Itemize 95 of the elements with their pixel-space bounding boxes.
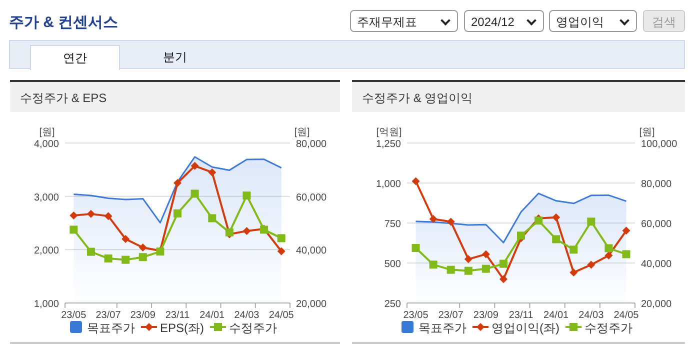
x-tick-label: 23/09 — [473, 310, 499, 321]
point — [482, 264, 490, 273]
y2-tick-label: 100,000 — [641, 139, 678, 150]
y-tick-label: 1,000 — [376, 179, 402, 190]
text: 주가 & 컨센서스 — [9, 13, 118, 32]
x-tick-label: 24/01 — [200, 310, 226, 321]
y2-tick-label: 20,000 — [641, 299, 672, 310]
text: 분기 — [162, 49, 188, 66]
point — [86, 210, 95, 218]
x-tick-label: 24/01 — [544, 310, 570, 321]
point — [70, 226, 78, 234]
legend-label: 영업이익(좌) — [492, 321, 560, 335]
y2-axis-title: [원] — [294, 127, 310, 138]
legend-label: 목표주가 — [86, 321, 135, 335]
y-axis-title: [원] — [39, 127, 55, 138]
point — [412, 244, 420, 252]
x-tick-label: 24/05 — [614, 310, 640, 321]
point — [104, 212, 112, 220]
y2-tick-label: 80,000 — [641, 179, 672, 190]
y-tick-label: 4,000 — [34, 139, 60, 150]
point — [587, 260, 596, 269]
point — [570, 246, 578, 254]
point — [604, 244, 613, 252]
y-tick-label: 250 — [384, 299, 402, 310]
y2-tick-label: 40,000 — [641, 259, 672, 270]
point — [412, 177, 420, 186]
point — [122, 235, 130, 243]
x-tick-label: 24/03 — [234, 310, 260, 321]
point — [622, 226, 630, 235]
y-tick-label: 2,000 — [34, 246, 60, 257]
point — [190, 162, 199, 170]
x-tick-label: 23/05 — [403, 310, 429, 321]
point — [104, 254, 112, 262]
point — [174, 209, 182, 218]
x-tick-label: 23/11 — [508, 310, 534, 321]
point — [552, 213, 560, 222]
point — [429, 215, 438, 223]
legend-label: 수정주가 — [229, 321, 278, 335]
text: 주재무제표 — [350, 10, 458, 32]
point — [604, 251, 613, 260]
point — [70, 212, 78, 220]
point — [138, 244, 147, 252]
point — [446, 218, 455, 226]
point — [552, 235, 560, 244]
x-tick-label: 24/03 — [578, 310, 604, 321]
point — [208, 214, 216, 222]
text: 2024/12 — [464, 10, 544, 32]
point — [208, 168, 216, 176]
point — [122, 256, 130, 264]
legend-label: 수정주가 — [584, 321, 632, 335]
x-tick-label: 23/11 — [165, 310, 190, 321]
point — [464, 266, 472, 275]
y-tick-label: 500 — [384, 259, 402, 270]
point — [517, 232, 525, 240]
point — [622, 250, 630, 258]
point — [570, 268, 578, 276]
point — [86, 248, 95, 256]
text: 연간 — [30, 45, 120, 70]
point — [242, 227, 251, 235]
y2-tick-label: 80,000 — [296, 139, 328, 150]
text: 검색 — [643, 10, 685, 32]
point — [429, 260, 438, 269]
y2-tick-label: 20,000 — [296, 299, 328, 310]
chart-title: 수정주가 & EPS — [10, 80, 340, 112]
y-tick-label: 1,250 — [376, 139, 402, 150]
text: 영업이익 — [549, 10, 637, 32]
y2-axis-title: [원] — [639, 127, 655, 138]
legend-label: 목표주가 — [418, 321, 466, 335]
x-tick-label: 23/07 — [438, 310, 464, 321]
point — [499, 260, 508, 268]
point — [534, 216, 543, 225]
point — [277, 234, 286, 242]
chart-title: 수정주가 & 영업이익 — [352, 80, 685, 112]
point — [138, 253, 147, 262]
y2-tick-label: 60,000 — [641, 219, 672, 230]
point — [174, 179, 182, 187]
point — [587, 218, 596, 226]
point — [446, 266, 455, 274]
x-tick-label: 24/05 — [268, 310, 294, 321]
legend-label: EPS(좌) — [160, 321, 204, 335]
y-tick-label: 750 — [384, 219, 402, 230]
y-tick-label: 1,000 — [34, 299, 60, 310]
point — [482, 250, 490, 258]
y2-tick-label: 40,000 — [296, 246, 328, 257]
x-tick-label: 23/09 — [130, 310, 156, 321]
point — [464, 255, 472, 264]
y2-tick-label: 60,000 — [296, 192, 328, 204]
x-tick-label: 23/07 — [96, 310, 122, 321]
point — [190, 190, 199, 198]
point — [242, 192, 251, 200]
point — [277, 247, 286, 256]
y-axis-title: [억원] — [376, 127, 402, 138]
x-tick-label: 23/05 — [61, 310, 87, 321]
y-tick-label: 3,000 — [34, 192, 60, 204]
point — [499, 275, 508, 284]
